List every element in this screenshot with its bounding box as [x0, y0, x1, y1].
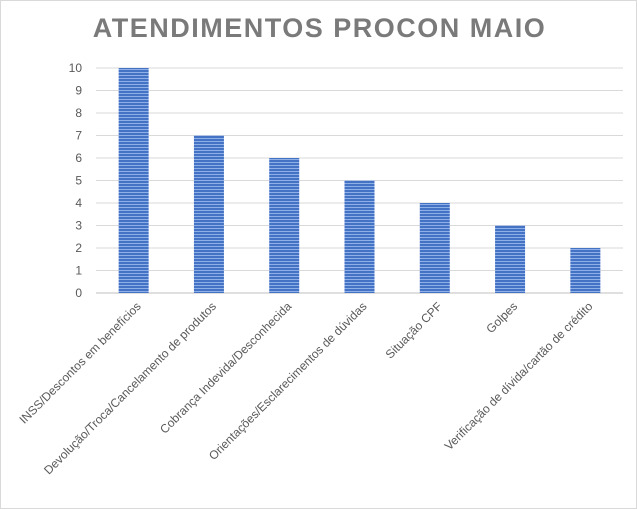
y-tick-label: 0: [75, 286, 82, 300]
y-tick-label: 4: [75, 196, 82, 210]
y-tick-label: 3: [75, 219, 82, 233]
bar: [269, 158, 300, 293]
bar: [344, 180, 375, 293]
bar: [495, 225, 526, 293]
y-tick-label: 2: [75, 241, 82, 255]
category-label: Orientações/Esclarecimentos de dúvidas: [206, 299, 370, 463]
y-tick-label: 9: [75, 84, 82, 98]
category-label: Devolução/Troca/Cancelamento de produtos: [41, 299, 219, 477]
category-label: Cobrança Indevida/Desconhecida: [157, 299, 294, 436]
chart-title: ATENDIMENTOS PROCON MAIO: [92, 13, 547, 43]
y-tick-label: 1: [75, 264, 82, 278]
bar: [118, 68, 149, 293]
y-tick-label: 7: [75, 129, 82, 143]
y-tick-label: 6: [75, 151, 82, 165]
y-tick-label: 8: [75, 106, 82, 120]
bar: [193, 135, 224, 293]
y-tick-label: 10: [69, 61, 83, 75]
category-label: INSS/Descontos em benefícios: [16, 299, 143, 426]
category-label: Verificação de dívida/cartão de crédito: [442, 299, 596, 453]
category-label: Situação CPF: [383, 299, 445, 361]
bar: [570, 248, 601, 293]
category-label: Golpes: [483, 299, 520, 336]
bar: [419, 203, 450, 293]
y-tick-label: 5: [75, 174, 82, 188]
